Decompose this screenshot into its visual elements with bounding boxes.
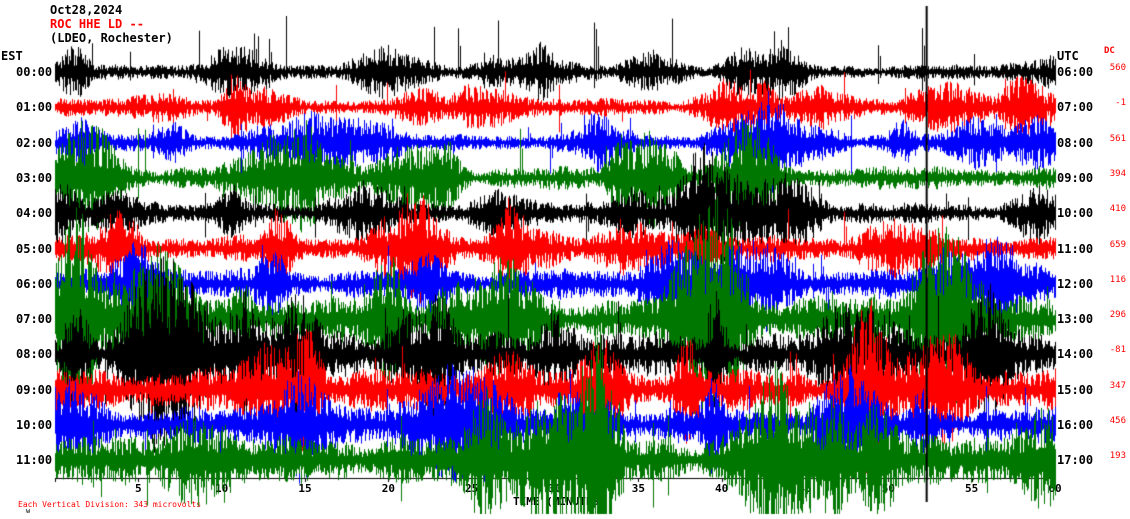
dc-value: 193: [1109, 451, 1126, 461]
est-time-label: 09:00: [16, 383, 53, 397]
est-time-label: 04:00: [16, 206, 53, 220]
utc-time-label: 09:00: [1057, 171, 1094, 185]
utc-time-label: 14:00: [1057, 347, 1094, 361]
dc-value: 456: [1109, 416, 1126, 426]
dc-value: 116: [1109, 275, 1126, 285]
utc-time-label: 07:00: [1057, 100, 1094, 114]
est-time-label: 11:00: [16, 453, 53, 467]
dc-value: -81: [1109, 345, 1126, 355]
x-tick-label: 30: [548, 482, 562, 495]
utc-time-label: 11:00: [1057, 242, 1094, 256]
dc-axis-label: DC: [1104, 46, 1115, 56]
est-time-label: 02:00: [16, 136, 53, 150]
utc-axis-label: UTC: [1057, 49, 1079, 63]
header-date: Oct28,2024: [50, 3, 123, 17]
est-time-label: 00:00: [16, 65, 53, 79]
utc-time-label: 15:00: [1057, 383, 1094, 397]
utc-time-label: 17:00: [1057, 453, 1094, 467]
header-station: ROC HHE LD --: [50, 17, 144, 31]
est-time-label: 01:00: [16, 100, 53, 114]
est-time-label: 10:00: [16, 418, 53, 432]
utc-time-label: 10:00: [1057, 206, 1094, 220]
x-tick-label: 40: [715, 482, 729, 495]
x-axis-title: TIME (MINUTES): [513, 495, 606, 508]
dc-value: 296: [1109, 310, 1126, 320]
est-time-label: 03:00: [16, 171, 53, 185]
dc-value: 561: [1109, 134, 1126, 144]
dc-value: 560: [1109, 63, 1126, 73]
est-time-label: 05:00: [16, 242, 53, 256]
utc-time-label: 16:00: [1057, 418, 1094, 432]
utc-time-label: 13:00: [1057, 312, 1094, 326]
header-affiliation: (LDEO, Rochester): [50, 31, 173, 45]
est-time-label: 08:00: [16, 347, 53, 361]
x-tick-label: 15: [298, 482, 312, 495]
est-axis-label: EST: [1, 49, 23, 63]
x-tick-label: 45: [798, 482, 812, 495]
x-tick-label: 5: [135, 482, 142, 495]
scale-note: Each Vertical Division: 343 microvolts: [18, 500, 202, 509]
x-tick-label: 35: [631, 482, 645, 495]
est-time-label: 06:00: [16, 277, 53, 291]
dc-value: 659: [1109, 240, 1126, 250]
est-time-label: 07:00: [16, 312, 53, 326]
x-tick-label: 60: [1048, 482, 1062, 495]
utc-time-label: 08:00: [1057, 136, 1094, 150]
dc-value: 394: [1109, 169, 1126, 179]
dc-value: 347: [1109, 381, 1126, 391]
corner-mark: w: [26, 507, 31, 515]
utc-time-label: 06:00: [1057, 65, 1094, 79]
dc-value: -1: [1115, 98, 1126, 108]
utc-time-label: 12:00: [1057, 277, 1094, 291]
x-tick-label: 50: [881, 482, 895, 495]
x-tick-label: 55: [965, 482, 979, 495]
x-tick-label: 25: [465, 482, 479, 495]
x-tick-label: 20: [381, 482, 395, 495]
x-tick-label: 10: [215, 482, 229, 495]
dc-value: 410: [1109, 204, 1126, 214]
